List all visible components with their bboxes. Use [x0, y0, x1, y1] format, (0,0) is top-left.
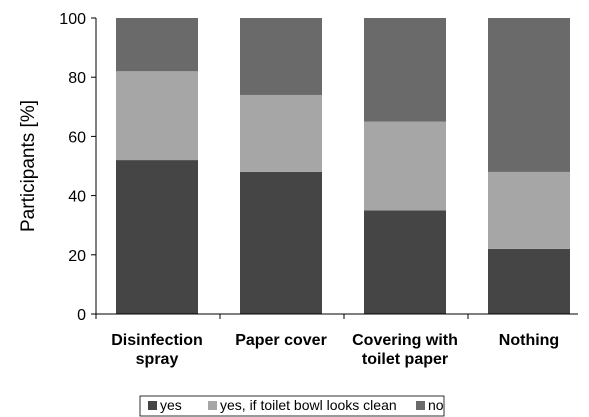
y-tick-label: 80: [68, 70, 86, 87]
bar-segment-4-series-1: [488, 248, 570, 314]
legend-swatch: [416, 401, 425, 410]
x-category-label: Covering with toilet paper: [352, 332, 458, 368]
legend-label: yes: [160, 397, 182, 413]
x-category-label: Disinfection spray: [111, 332, 203, 368]
y-axis-label: Participants [%]: [18, 100, 39, 232]
x-category-label: Nothing: [499, 332, 559, 349]
bar-segment-2-series-2: [240, 94, 322, 172]
y-tick-labels: 0 20 40 60 80 100: [59, 11, 469, 324]
legend-label: yes, if toilet bowl looks clean: [220, 397, 397, 413]
bar-segment-3-series-2: [364, 121, 446, 211]
y-tick-label: 100: [59, 11, 86, 28]
y-tick-label: 0: [77, 307, 86, 324]
legend-swatch: [208, 401, 217, 410]
axes-layer: [95, 18, 578, 315]
x-category-labels: Disinfection spray Paper cover Covering wit…: [111, 332, 559, 368]
bar-segment-3-series-1: [364, 210, 446, 314]
legend-swatch: [148, 401, 157, 410]
bars-layer: [116, 18, 570, 314]
legend-label: no: [428, 397, 444, 413]
bar-segment-2-series-3: [240, 18, 322, 95]
bar-segment-1-series-2: [116, 71, 198, 161]
bar-segment-1-series-1: [116, 160, 198, 314]
bar-segment-1-series-3: [116, 18, 198, 72]
y-tick-label: 40: [68, 189, 86, 206]
bar-segment-3-series-3: [364, 18, 446, 122]
y-tick-label: 20: [68, 248, 86, 265]
bar-segment-4-series-3: [488, 18, 570, 172]
bar-segment-2-series-1: [240, 171, 322, 314]
bar-segment-4-series-2: [488, 171, 570, 249]
x-category-label: Paper cover: [235, 332, 327, 349]
y-tick-label: 60: [68, 129, 86, 146]
legend: yes yes, if toilet bowl looks clean no: [139, 395, 445, 417]
